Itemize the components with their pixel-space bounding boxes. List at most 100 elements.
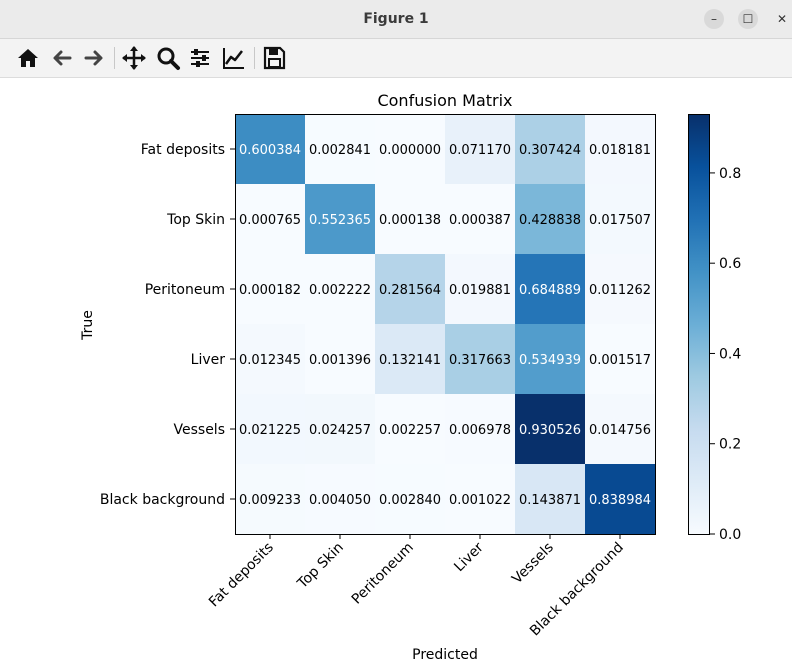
heatmap-cell (235, 114, 305, 184)
cell-value-label: 0.000138 (379, 213, 441, 228)
heatmap-cell (235, 254, 305, 324)
heatmap-cell (515, 464, 585, 534)
window-title: Figure 1 (363, 11, 429, 27)
y-axis: Fat deposits Top Skin Peritoneum Liver Vesse… (100, 142, 235, 508)
heatmap-cell (515, 184, 585, 254)
window-titlebar: Figure 1 – ☐ ✕ (0, 0, 792, 39)
heatmap-cell (305, 114, 375, 184)
edit-axes-button[interactable] (220, 44, 248, 72)
cell-value-label: 0.018181 (589, 143, 651, 158)
cell-value-label: 0.024257 (309, 423, 371, 438)
cell-value-label: 0.071170 (449, 143, 511, 158)
cell-value-label: 0.317663 (449, 353, 511, 368)
x-axis-label: Predicted (412, 647, 478, 663)
cell-value-label: 0.143871 (519, 493, 581, 508)
heatmap-cell (235, 464, 305, 534)
chart-title: Confusion Matrix (377, 91, 512, 110)
heatmap-cell (375, 114, 445, 184)
toolbar (0, 39, 792, 78)
heatmap-cell (235, 184, 305, 254)
colorbar-tick-label: 0.2 (719, 437, 741, 453)
plot-frame (235, 114, 656, 535)
pan-button[interactable] (120, 44, 148, 72)
close-button[interactable]: ✕ (776, 12, 788, 26)
home-icon (18, 49, 38, 67)
x-axis: Fat deposits Top Skin Peritoneum Liver Vesse… (206, 534, 627, 639)
edit-axes-icon (223, 48, 244, 69)
heatmap-cell (305, 254, 375, 324)
cell-value-label: 0.021225 (239, 423, 301, 438)
colorbar-tick-label: 0.8 (719, 166, 741, 182)
cell-value-label: 0.838984 (589, 493, 651, 508)
cell-value-label: 0.012345 (239, 353, 301, 368)
maximize-button[interactable]: ☐ (738, 9, 758, 29)
heatmap-cell (585, 324, 655, 394)
cell-value-label: 0.002840 (379, 493, 441, 508)
y-tick-label: Top Skin (166, 212, 225, 228)
cell-value-label: 0.000765 (239, 213, 301, 228)
heatmap-cell (445, 394, 515, 464)
cell-value-label: 0.132141 (379, 353, 441, 368)
heatmap-cell (445, 184, 515, 254)
cell-value-label: 0.552365 (309, 213, 371, 228)
colorbar-ticks: 0.0 0.2 0.4 0.6 0.8 (710, 166, 741, 543)
y-tick-label: Fat deposits (141, 142, 225, 158)
cell-value-label: 0.017507 (589, 213, 651, 228)
x-tick-label: Fat deposits (206, 540, 277, 611)
colorbar (688, 114, 710, 535)
x-tick-label: Top Skin (294, 540, 347, 593)
cell-value-label: 0.014756 (589, 423, 651, 438)
back-button[interactable] (48, 44, 76, 72)
heatmap-cell (375, 324, 445, 394)
heatmap-cell (445, 324, 515, 394)
heatmap-cell (375, 254, 445, 324)
forward-button[interactable] (80, 44, 108, 72)
forward-arrow-icon (84, 50, 103, 66)
heatmap-cell (585, 464, 655, 534)
y-tick-label: Vessels (174, 422, 226, 438)
heatmap-cell (515, 324, 585, 394)
heatmap-cell (375, 184, 445, 254)
heatmap-cell (585, 394, 655, 464)
y-axis-label: True (80, 310, 96, 341)
x-tick-label: Vessels (509, 540, 557, 588)
heatmap-cell (515, 254, 585, 324)
zoom-button[interactable] (154, 44, 182, 72)
cell-value-label: 0.009233 (239, 493, 301, 508)
heatmap-cell (585, 184, 655, 254)
x-tick-label: Liver (451, 539, 487, 575)
cell-value-label: 0.428838 (519, 213, 581, 228)
heatmap-cell (235, 324, 305, 394)
heatmap-cell (305, 184, 375, 254)
heatmap-cell (585, 114, 655, 184)
heatmap-cell (515, 114, 585, 184)
x-tick-label: Peritoneum (349, 540, 417, 608)
cell-value-label: 0.000000 (379, 143, 441, 158)
heatmap-cell (445, 114, 515, 184)
minimize-button[interactable]: – (704, 9, 724, 29)
heatmap-cell (585, 254, 655, 324)
heatmap-cell (305, 324, 375, 394)
heatmap-cell (235, 394, 305, 464)
cell-value-label: 0.006978 (449, 423, 511, 438)
cell-value-label: 0.002257 (379, 423, 441, 438)
cell-value-label: 0.011262 (589, 283, 651, 298)
cell-value-label: 0.001396 (309, 353, 371, 368)
save-floppy-icon (263, 46, 286, 70)
cell-value-label: 0.000182 (239, 283, 301, 298)
toolbar-separator (254, 47, 255, 69)
home-button[interactable] (14, 44, 42, 72)
configure-subplots-button[interactable] (186, 44, 214, 72)
y-tick-label: Peritoneum (145, 282, 225, 298)
pan-move-icon (122, 46, 146, 70)
cell-value-label: 0.019881 (449, 283, 511, 298)
heatmap-cell (305, 394, 375, 464)
figure-canvas: Confusion Matrix 0.600384 0.002841 0.00000… (80, 91, 741, 663)
heatmap-cells: 0.600384 0.002841 0.000000 0.071170 0.307424… (235, 114, 655, 534)
heatmap-cell (375, 464, 445, 534)
colorbar-tick-label: 0.0 (719, 527, 741, 543)
y-tick-label: Liver (191, 352, 226, 368)
cell-value-label: 0.004050 (309, 493, 371, 508)
save-button[interactable] (260, 44, 288, 72)
heatmap-cell (445, 464, 515, 534)
